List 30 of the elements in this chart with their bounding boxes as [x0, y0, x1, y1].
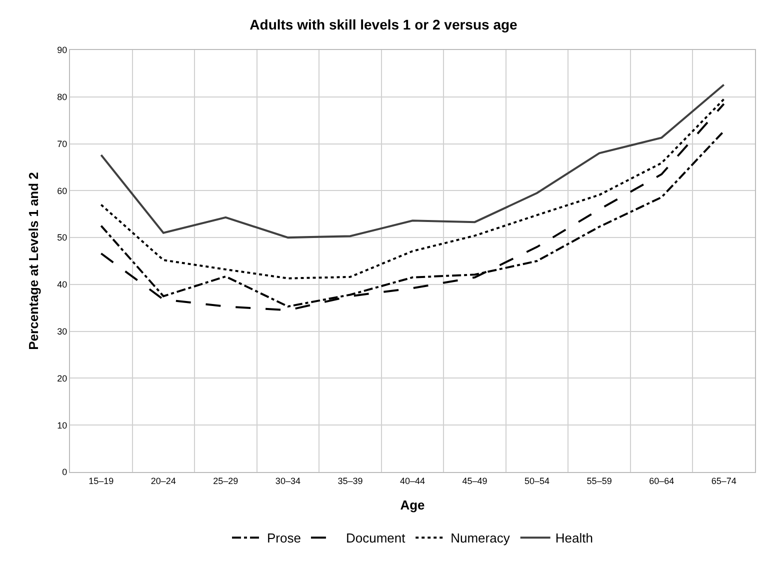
x-tick-label: 55–59: [586, 476, 612, 486]
x-tick-label: 40–44: [400, 476, 426, 486]
legend-label: Document: [346, 530, 406, 546]
y-tick-label: 10: [57, 420, 68, 430]
y-tick-label: 20: [57, 373, 68, 384]
line-series: [100, 102, 725, 312]
legend-label: Prose: [267, 530, 301, 546]
x-axis-title: Age: [400, 497, 425, 512]
y-tick-label: 90: [57, 45, 68, 56]
x-tick-label: 35–39: [338, 476, 363, 486]
line-series: [100, 84, 725, 239]
y-tick-label: 30: [57, 326, 68, 336]
y-tick-label: 80: [57, 92, 68, 102]
x-tick-label: 15–19: [88, 476, 114, 486]
x-tick-label: 65–74: [711, 476, 736, 486]
y-tick-label: 40: [57, 280, 68, 290]
chart-title: Adults with skill levels 1 or 2 versus age: [250, 16, 518, 33]
x-tick-label: 50–54: [524, 476, 550, 486]
y-tick-label: 50: [57, 232, 68, 243]
x-tick-label: 45–49: [462, 476, 488, 486]
x-tick-label: 60–64: [649, 476, 674, 486]
y-tick-label: 70: [57, 138, 68, 149]
y-tick-label: 60: [57, 186, 68, 196]
x-tick-label: 30–34: [275, 476, 300, 486]
legend-label: Numeracy: [450, 530, 510, 546]
x-tick-label: 25–29: [213, 476, 238, 486]
y-tick-label: 0: [62, 467, 68, 478]
y-axis-title: Percentage at Levels 1 and 2: [26, 172, 42, 350]
x-tick-label: 20–24: [150, 476, 176, 486]
legend-label: Health: [555, 530, 593, 546]
